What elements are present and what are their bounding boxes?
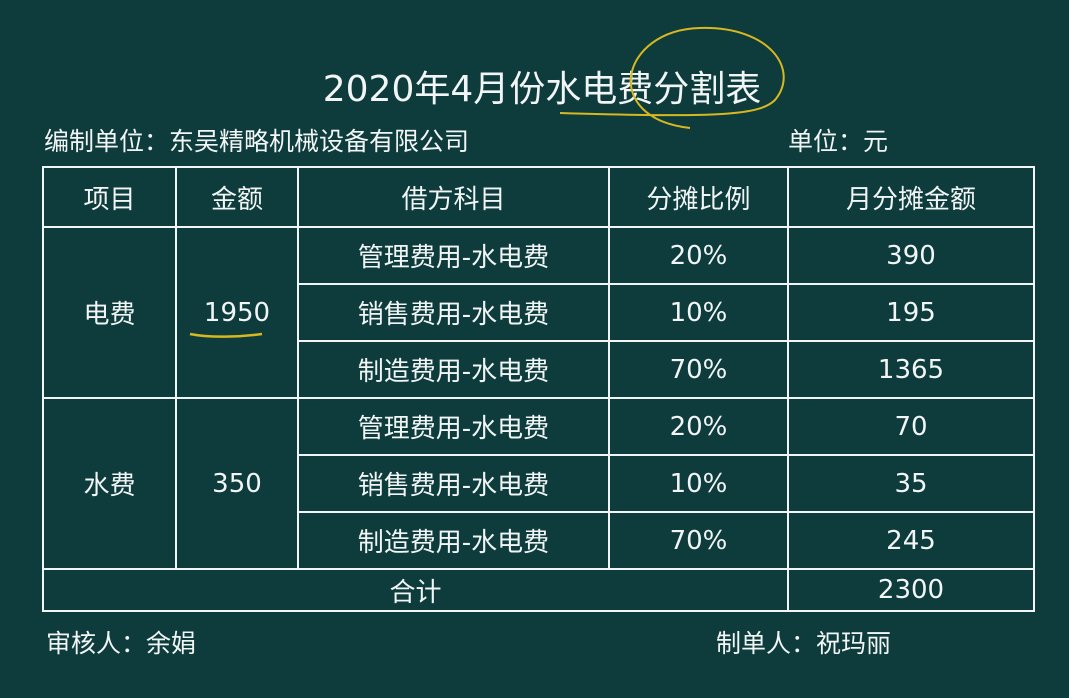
annotation-ellipse (559, 26, 785, 129)
preparer-label: 制单人：祝玛丽 (716, 629, 892, 658)
value-cell: 35 (787, 454, 1035, 513)
ratio-cell: 10% (608, 283, 789, 342)
value-cell: 195 (787, 283, 1035, 342)
table-row: 销售费用-水电费 10% 195 (43, 283, 1035, 342)
annotation-underline (189, 332, 263, 338)
header-cell: 金额 (175, 166, 299, 228)
ratio-cell: 70% (608, 511, 789, 570)
table-row: 水费 350 管理费用-水电费 20% 70 (42, 397, 1035, 570)
reviewer-label: 审核人：余娟 (46, 629, 197, 658)
header-cell: 月分摊金额 (787, 166, 1035, 228)
value-cell: 1365 (787, 340, 1035, 399)
table-row: 销售费用-水电费 10% 35 (43, 454, 1035, 513)
amount-cell: 350 (175, 397, 299, 570)
org-label: 编制单位：东吴精略机械设备有限公司 (44, 127, 470, 156)
total-label: 合计 (42, 568, 789, 612)
total-value: 2300 (787, 568, 1035, 612)
total-row: 合计 2300 (42, 568, 1035, 612)
ratio-cell: 20% (608, 226, 789, 285)
account-cell: 销售费用-水电费 (297, 283, 610, 342)
header-cell: 借方科目 (297, 166, 610, 228)
value-cell: 70 (787, 397, 1035, 456)
ratio-cell: 20% (608, 397, 789, 456)
ratio-cell: 70% (608, 340, 789, 399)
account-cell: 管理费用-水电费 (297, 226, 610, 285)
page-title: 2020年4月份水电费分割表 (322, 69, 762, 110)
header-cell: 项目 (42, 166, 177, 228)
account-cell: 制造费用-水电费 (297, 340, 610, 399)
unit-label: 单位：元 (788, 127, 889, 156)
header-cell: 分摊比例 (608, 166, 789, 228)
item-cell: 水费 (42, 397, 177, 570)
account-cell: 管理费用-水电费 (297, 397, 610, 456)
account-cell: 制造费用-水电费 (297, 511, 610, 570)
table-row: 制造费用-水电费 70% 1365 (43, 340, 1035, 399)
value-cell: 245 (787, 511, 1035, 570)
table-row: 制造费用-水电费 70% 245 (43, 511, 1035, 570)
ratio-cell: 10% (608, 454, 789, 513)
value-cell: 390 (787, 226, 1035, 285)
item-cell: 电费 (42, 226, 177, 399)
table-header-row: 项目 金额 借方科目 分摊比例 月分摊金额 (42, 166, 1035, 228)
amount-cell: 1950 (175, 226, 299, 399)
table-row: 电费 1950 管理费用-水电费 20% 390 (42, 226, 1035, 399)
account-cell: 销售费用-水电费 (297, 454, 610, 513)
allocation-table: 项目 金额 借方科目 分摊比例 月分摊金额 电费 1950 管理费用-水电费 2… (42, 166, 1035, 612)
